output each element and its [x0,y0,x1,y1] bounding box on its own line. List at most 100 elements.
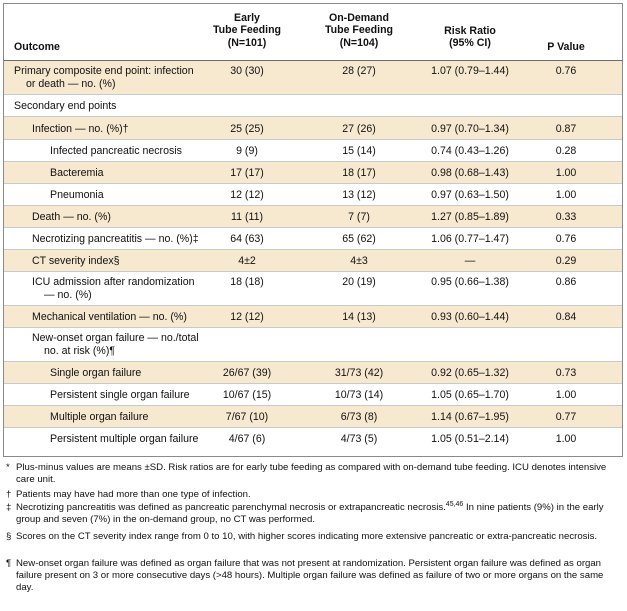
table-row-infection: Infection — no. (%)† 25 (25) 27 (26) 0.9… [4,117,622,140]
table-header: Outcome Early Tube Feeding (N=101) On-De… [4,4,622,61]
row-risk-ratio: 1.05 (0.51–2.14) [431,433,509,445]
footnote-section: § Scores on the CT severity index range … [6,531,618,543]
row-on-demand-value: 14 (13) [342,311,376,323]
row-early-value: 64 (63) [230,233,264,245]
row-outcome-label: Bacteremia [50,167,104,179]
footnote-symbol: ‡ [6,502,12,513]
footnote-asterisk: * Plus-minus values are means ±SD. Risk … [6,462,618,486]
row-risk-ratio: 0.95 (0.66–1.38) [431,276,509,288]
row-early-value: 10/67 (15) [222,389,272,401]
table-row-secondary-heading: Secondary end points [4,95,622,117]
row-early-value: 4/67 (6) [228,433,266,445]
footnote-dagger: † Patients may have had more than one ty… [6,489,618,501]
row-risk-ratio: 1.07 (0.79–1.44) [431,65,509,77]
row-outcome-label: Single organ failure [50,367,142,379]
row-risk-ratio: 0.97 (0.70–1.34) [431,123,509,135]
row-on-demand-value: 13 (12) [342,189,376,201]
column-header-early: Early Tube Feeding (N=101) [212,12,282,49]
row-p-value: 0.73 [555,367,577,379]
row-p-value: 0.33 [555,211,577,223]
row-p-value: 1.00 [555,167,577,179]
row-outcome-label: Persistent single organ failure [50,389,190,401]
table-row-persistent-single-organ-failure: Persistent single organ failure 10/67 (1… [4,384,622,406]
row-on-demand-value: 4±3 [350,255,368,267]
table-row-primary-endpoint: Primary composite end point: infection o… [4,61,622,95]
column-header-p-value: P Value [547,41,585,53]
row-on-demand-value: 6/73 (8) [340,411,378,423]
row-risk-ratio: 0.98 (0.68–1.43) [431,167,509,179]
table-row-death: Death — no. (%) 11 (11) 7 (7) 1.27 (0.85… [4,206,622,228]
row-outcome-label: Multiple organ failure [50,411,149,423]
footnote-double-dagger: ‡ Necrotizing pancreatitis was defined a… [6,500,618,526]
row-outcome-label: Pneumonia [50,189,104,201]
table-row-mechanical-ventilation: Mechanical ventilation — no. (%) 12 (12)… [4,306,622,328]
row-outcome-label: Persistent multiple organ failure [50,433,199,445]
row-risk-ratio: 0.93 (0.60–1.44) [431,311,509,323]
row-p-value: 0.77 [555,411,577,423]
row-outcome-label: Mechanical ventilation — no. (%) [32,311,187,323]
table-row-multiple-organ-failure: Multiple organ failure 7/67 (10) 6/73 (8… [4,406,622,428]
column-header-on-demand: On-Demand Tube Feeding (N=104) [324,12,394,49]
row-risk-ratio: 0.74 (0.43–1.26) [431,145,509,157]
footnote-symbol: ¶ [6,558,12,569]
row-on-demand-value: 10/73 (14) [334,389,384,401]
row-outcome-label: ICU admission after randomization — no. … [32,276,195,301]
row-on-demand-value: 20 (19) [342,276,376,288]
row-outcome-label: New-onset organ failure — no./total no. … [32,332,199,357]
table-row-necrotizing-pancreatitis: Necrotizing pancreatitis — no. (%)‡ 64 (… [4,228,622,250]
row-p-value: 1.00 [555,433,577,445]
table-row-bacteremia: Bacteremia 17 (17) 18 (17) 0.98 (0.68–1.… [4,162,622,184]
row-early-value: 9 (9) [236,145,258,157]
row-p-value: 0.28 [555,145,577,157]
row-p-value: 1.00 [555,389,577,401]
column-header-outcome: Outcome [14,41,60,53]
citation-superscript: 45,46 [445,500,464,508]
row-risk-ratio: 1.05 (0.65–1.70) [431,389,509,401]
row-on-demand-value: 28 (27) [342,65,376,77]
footnote-text: Patients may have had more than one type… [16,489,251,500]
row-p-value: 0.87 [555,123,577,135]
row-outcome-label: Secondary end points [14,100,117,112]
footnote-text: Plus-minus values are means ±SD. Risk ra… [16,462,607,486]
footnote-symbol: § [6,531,12,542]
row-on-demand-value: 31/73 (42) [334,367,384,379]
row-p-value: 0.76 [555,233,577,245]
row-on-demand-value: 7 (7) [348,211,370,223]
row-outcome-label: Necrotizing pancreatitis — no. (%)‡ [32,233,199,245]
footnote-text: New-onset organ failure was defined as o… [16,558,604,594]
row-p-value: 0.86 [555,276,577,288]
row-outcome-label: Infection — no. (%)† [32,123,129,135]
table-row-single-organ-failure: Single organ failure 26/67 (39) 31/73 (4… [4,362,622,384]
row-p-value: 0.29 [555,255,577,267]
row-on-demand-value: 18 (17) [342,167,376,179]
row-risk-ratio: 1.06 (0.77–1.47) [431,233,509,245]
footnote-pilcrow: ¶ New-onset organ failure was defined as… [6,558,618,595]
row-early-value: 18 (18) [230,276,264,288]
table-row-organ-failure-heading: New-onset organ failure — no./total no. … [4,328,622,362]
row-on-demand-value: 27 (26) [342,123,376,135]
row-p-value: 0.76 [555,65,577,77]
row-risk-ratio: — [464,255,476,267]
row-risk-ratio: 0.97 (0.63–1.50) [431,189,509,201]
row-risk-ratio: 0.92 (0.65–1.32) [431,367,509,379]
footnote-symbol: * [6,462,10,473]
row-p-value: 1.00 [555,189,577,201]
table-row-infected-necrosis: Infected pancreatic necrosis 9 (9) 15 (1… [4,140,622,162]
table-row-persistent-multiple-organ-failure: Persistent multiple organ failure 4/67 (… [4,428,622,450]
row-early-value: 4±2 [238,255,256,267]
row-early-value: 7/67 (10) [225,411,269,423]
row-risk-ratio: 1.14 (0.67–1.95) [431,411,509,423]
row-on-demand-value: 4/73 (5) [340,433,378,445]
table-row-icu-admission: ICU admission after randomization — no. … [4,272,622,306]
row-on-demand-value: 65 (62) [342,233,376,245]
row-early-value: 12 (12) [230,189,264,201]
header-rule [4,60,622,61]
row-outcome-label: Infected pancreatic necrosis [50,145,182,157]
row-outcome-label: CT severity index§ [32,255,120,267]
table-row-ct-severity: CT severity index§ 4±2 4±3 — 0.29 [4,250,622,272]
row-on-demand-value: 15 (14) [342,145,376,157]
row-risk-ratio: 1.27 (0.85–1.89) [431,211,509,223]
row-early-value: 17 (17) [230,167,264,179]
row-early-value: 11 (11) [231,211,263,223]
footnote-text: Scores on the CT severity index range fr… [16,531,598,542]
